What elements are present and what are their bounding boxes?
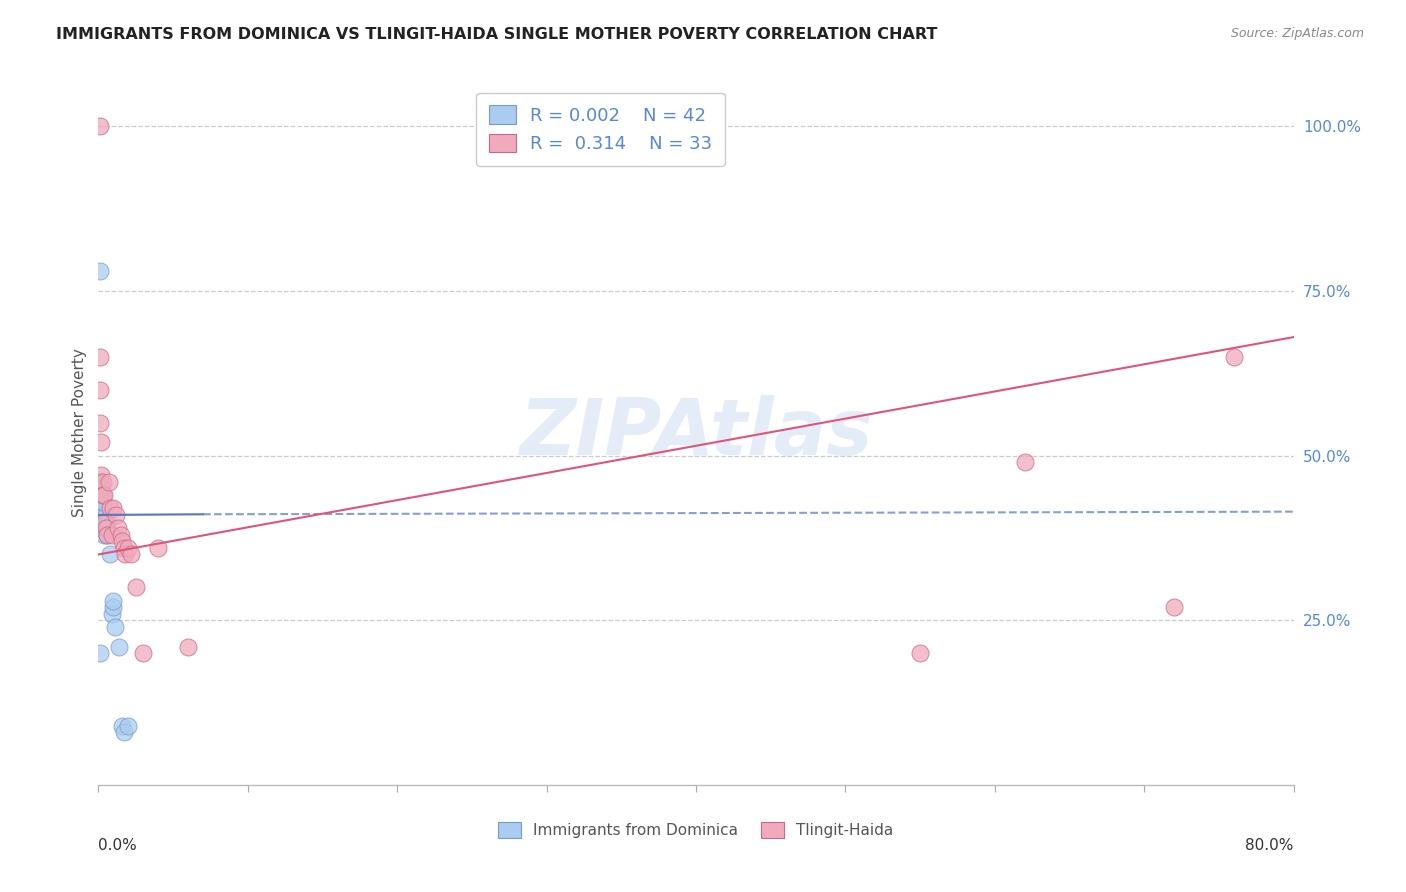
Point <box>117 719 139 733</box>
Point <box>89 475 111 489</box>
Point <box>90 435 112 450</box>
Point <box>101 607 124 621</box>
Point <box>91 488 114 502</box>
Point <box>103 593 125 607</box>
Point <box>89 416 111 430</box>
Point <box>91 495 114 509</box>
Point <box>91 475 114 489</box>
Point <box>89 515 111 529</box>
Point <box>93 488 115 502</box>
Point <box>125 581 148 595</box>
Point <box>90 515 112 529</box>
Point <box>89 383 111 397</box>
Point <box>91 515 114 529</box>
Point <box>120 548 142 562</box>
Point <box>90 482 112 496</box>
Point <box>117 541 139 555</box>
Point <box>96 527 118 541</box>
Point <box>89 350 111 364</box>
Point <box>90 468 112 483</box>
Point <box>103 501 125 516</box>
Point <box>91 508 114 522</box>
Point <box>93 508 115 522</box>
Point <box>93 515 115 529</box>
Point <box>93 515 115 529</box>
Point <box>89 482 111 496</box>
Point <box>93 501 115 516</box>
Point <box>105 508 128 522</box>
Point <box>112 725 135 739</box>
Point <box>108 640 131 654</box>
Point <box>90 488 112 502</box>
Point <box>89 646 111 660</box>
Point <box>94 508 117 522</box>
Point <box>104 620 127 634</box>
Point <box>91 501 114 516</box>
Point <box>94 521 117 535</box>
Point <box>89 501 111 516</box>
Point <box>89 475 111 489</box>
Point <box>90 488 112 502</box>
Point <box>89 495 111 509</box>
Point <box>111 534 134 549</box>
Point <box>96 527 118 541</box>
Point <box>90 495 112 509</box>
Point <box>89 488 111 502</box>
Text: Source: ZipAtlas.com: Source: ZipAtlas.com <box>1230 27 1364 40</box>
Text: ZIPAtlas: ZIPAtlas <box>519 394 873 471</box>
Point <box>148 541 170 555</box>
Point <box>1223 350 1246 364</box>
Point <box>98 548 122 562</box>
Point <box>89 120 111 134</box>
Point <box>90 475 112 489</box>
Point <box>97 475 120 489</box>
Text: IMMIGRANTS FROM DOMINICA VS TLINGIT-HAIDA SINGLE MOTHER POVERTY CORRELATION CHAR: IMMIGRANTS FROM DOMINICA VS TLINGIT-HAID… <box>56 27 938 42</box>
Point <box>90 501 112 516</box>
Point <box>89 264 111 278</box>
Point <box>114 548 136 562</box>
Point <box>112 541 135 555</box>
Point <box>96 515 118 529</box>
Point <box>132 646 155 660</box>
Point <box>1014 455 1036 469</box>
Point <box>94 515 117 529</box>
Point <box>91 495 114 509</box>
Point <box>177 640 200 654</box>
Point <box>89 521 111 535</box>
Point <box>91 521 114 535</box>
Text: 80.0%: 80.0% <box>1246 838 1294 853</box>
Point <box>93 527 115 541</box>
Text: 0.0%: 0.0% <box>98 838 138 853</box>
Point <box>101 527 124 541</box>
Point <box>1163 600 1185 615</box>
Legend: Immigrants from Dominica, Tlingit-Haida: Immigrants from Dominica, Tlingit-Haida <box>492 816 900 844</box>
Point <box>94 521 117 535</box>
Point <box>90 508 112 522</box>
Point <box>111 719 134 733</box>
Y-axis label: Single Mother Poverty: Single Mother Poverty <box>72 348 87 517</box>
Point <box>110 527 132 541</box>
Point <box>98 501 122 516</box>
Point <box>908 646 931 660</box>
Point <box>103 600 125 615</box>
Point <box>107 521 129 535</box>
Point <box>89 508 111 522</box>
